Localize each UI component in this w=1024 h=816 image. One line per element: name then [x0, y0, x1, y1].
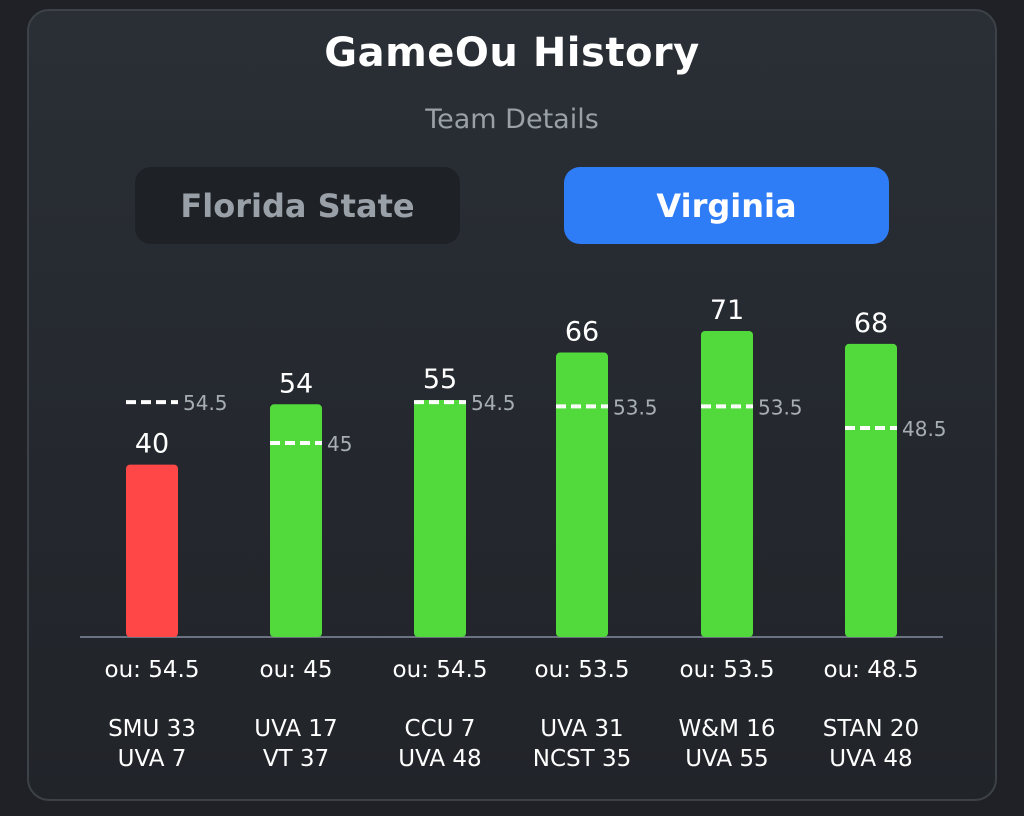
ou-line-label-5: 53.5	[758, 395, 803, 419]
bar-value-label-2: 54	[279, 368, 313, 399]
matchup-label-3-line-1: CCU 7	[405, 716, 476, 742]
tab-florida-state[interactable]: Florida State	[135, 167, 460, 244]
bar-value-label-1: 40	[135, 429, 169, 460]
ou-line-label-3: 54.5	[471, 391, 516, 415]
bar-value-label-3: 55	[423, 364, 457, 395]
ou-category-label-3: ou: 54.5	[393, 657, 488, 683]
bar-value-label-6: 68	[854, 308, 888, 339]
bar-4	[556, 352, 608, 637]
matchup-label-1-line-2: UVA 7	[118, 746, 187, 772]
matchup-label-5-line-2: UVA 55	[685, 746, 768, 772]
page-title: GameOu History	[324, 30, 700, 76]
matchup-label-2-line-2: VT 37	[263, 746, 329, 772]
matchup-label-1-line-1: SMU 33	[108, 716, 196, 742]
ou-category-label-1: ou: 54.5	[105, 657, 200, 683]
ou-category-label-6: ou: 48.5	[824, 657, 919, 683]
matchup-label-5-line-1: W&M 16	[678, 716, 775, 742]
matchup-label-6-line-1: STAN 20	[823, 716, 919, 742]
bar-2	[270, 404, 322, 637]
history-card	[27, 9, 997, 801]
bar-5	[701, 331, 753, 637]
matchup-label-3-line-2: UVA 48	[398, 746, 481, 772]
page-subtitle: Team Details	[425, 104, 599, 135]
matchup-label-4-line-1: UVA 31	[540, 716, 623, 742]
bar-value-label-4: 66	[565, 317, 599, 348]
bar-1	[126, 464, 178, 637]
bar-value-label-5: 71	[710, 295, 744, 326]
ou-line-label-4: 53.5	[613, 395, 658, 419]
matchup-label-4-line-2: NCST 35	[533, 746, 632, 772]
bar-6	[845, 343, 897, 637]
ou-category-label-2: ou: 45	[260, 657, 333, 683]
ou-line-label-6: 48.5	[902, 417, 947, 441]
tab-virginia[interactable]: Virginia	[564, 167, 889, 244]
ou-category-label-4: ou: 53.5	[535, 657, 630, 683]
matchup-label-6-line-2: UVA 48	[829, 746, 912, 772]
bar-3	[414, 399, 466, 637]
ou-line-label-2: 45	[327, 432, 352, 456]
ou-category-label-5: ou: 53.5	[680, 657, 775, 683]
ou-line-label-1: 54.5	[183, 391, 228, 415]
matchup-label-2-line-1: UVA 17	[254, 716, 337, 742]
